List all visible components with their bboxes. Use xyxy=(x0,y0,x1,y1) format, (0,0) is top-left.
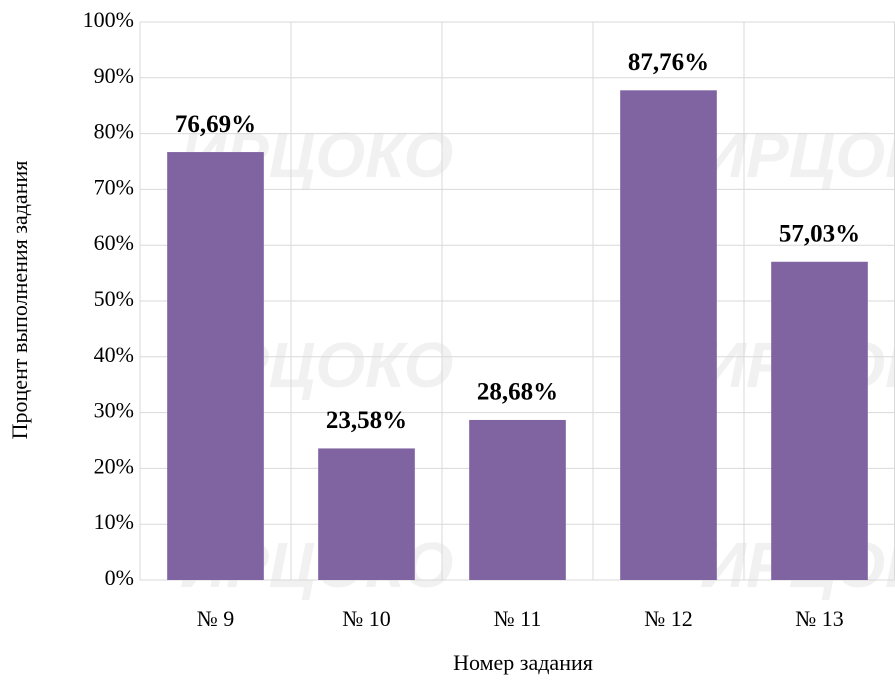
data-label: 57,03% xyxy=(779,221,860,248)
y-tick-label: 70% xyxy=(94,174,134,199)
bar xyxy=(469,419,566,580)
data-label: 87,76% xyxy=(628,49,709,76)
y-tick-label: 30% xyxy=(94,398,134,423)
data-label: 76,69% xyxy=(175,111,256,138)
y-tick-label: 50% xyxy=(94,286,134,311)
y-tick-label: 80% xyxy=(94,119,134,144)
bar xyxy=(771,261,868,580)
x-tick-label: № 10 xyxy=(342,606,391,631)
x-tick-label: № 11 xyxy=(494,606,542,631)
y-tick-label: 40% xyxy=(94,342,134,367)
y-tick-label: 0% xyxy=(105,565,134,590)
y-tick-label: 100% xyxy=(83,7,134,32)
y-tick-label: 20% xyxy=(94,453,134,478)
bar xyxy=(318,448,415,580)
x-tick-label: № 13 xyxy=(795,606,844,631)
y-axis-title: Процент выполнения задания xyxy=(7,161,32,440)
x-tick-label: № 12 xyxy=(644,606,693,631)
bar xyxy=(620,90,717,581)
data-label: 23,58% xyxy=(326,407,407,434)
y-tick-label: 90% xyxy=(94,63,134,88)
watermark: ИРЦОКО xyxy=(700,119,895,191)
bar xyxy=(167,152,264,580)
y-tick-label: 60% xyxy=(94,230,134,255)
x-tick-label: № 9 xyxy=(197,606,235,631)
x-axis-title: Номер задания xyxy=(453,650,593,675)
data-label: 28,68% xyxy=(477,379,558,406)
y-tick-label: 10% xyxy=(94,509,134,534)
